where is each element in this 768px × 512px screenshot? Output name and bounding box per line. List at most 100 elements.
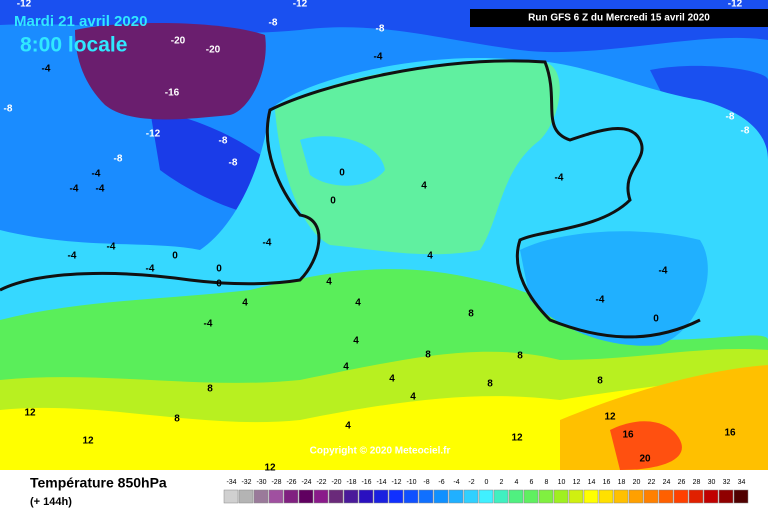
isotherm-label: -4	[70, 184, 79, 195]
isotherm-label: -4	[68, 251, 77, 262]
isotherm-label: 12	[604, 412, 616, 423]
scale-label: 22	[648, 479, 656, 486]
scale-swatch	[493, 489, 509, 504]
scale-swatch	[268, 489, 284, 504]
isotherm-label: -12	[293, 0, 308, 10]
scale-swatch	[388, 489, 404, 504]
isotherm-label: 8	[425, 350, 431, 361]
scale-swatch	[598, 489, 614, 504]
scale-label: -34	[226, 479, 236, 486]
isotherm-label: 0	[330, 196, 336, 207]
scale-swatch	[343, 489, 359, 504]
isotherm-label: -8	[726, 112, 735, 123]
isotherm-label: -20	[171, 36, 186, 47]
isotherm-label: -8	[376, 24, 385, 35]
scale-swatch	[238, 489, 254, 504]
copyright: Copyright © 2020 Meteociel.fr	[310, 446, 451, 457]
isotherm-label: 20	[639, 454, 651, 465]
scale-label: 32	[723, 479, 731, 486]
scale-swatch	[658, 489, 674, 504]
isotherm-label: -4	[107, 242, 116, 253]
isotherm-label: -8	[741, 126, 750, 137]
scale-label: 18	[618, 479, 626, 486]
scale-label: 12	[573, 479, 581, 486]
isotherm-label: 0	[216, 264, 222, 275]
isotherm-label: -4	[96, 184, 105, 195]
scale-label: -20	[331, 479, 341, 486]
isotherm-label: -4	[263, 238, 272, 249]
cool-pocket	[300, 136, 385, 186]
scale-label: 14	[588, 479, 596, 486]
scale-swatch	[403, 489, 419, 504]
forecast-date: Mardi 21 avril 2020	[14, 13, 147, 30]
run-box	[470, 9, 768, 27]
isotherm-label: 0	[216, 279, 222, 290]
isotherm-label: -16	[165, 88, 180, 99]
scale-label: 6	[530, 479, 534, 486]
scale-label: -26	[286, 479, 296, 486]
hot-zone	[610, 421, 682, 470]
scale-label: -32	[241, 479, 251, 486]
isotherm-label: -4	[555, 173, 564, 184]
scale-label: -14	[376, 479, 386, 486]
scale-swatch	[283, 489, 299, 504]
scale-swatch	[583, 489, 599, 504]
isotherm-label: 8	[207, 384, 213, 395]
scale-label: 30	[708, 479, 716, 486]
isotherm-label: -8	[269, 18, 278, 29]
isotherm-label: 4	[421, 181, 427, 192]
isotherm-label: -8	[114, 154, 123, 165]
isotherm-label: 4	[353, 336, 359, 347]
isotherm-label: 8	[597, 376, 603, 387]
scale-label: 26	[678, 479, 686, 486]
scale-swatch	[523, 489, 539, 504]
scale-swatch	[253, 489, 269, 504]
run-info: Run GFS 6 Z du Mercredi 15 avril 2020	[528, 13, 710, 24]
isotherm-label: 12	[264, 463, 276, 474]
isotherm-label: 4	[410, 392, 416, 403]
scale-swatch	[328, 489, 344, 504]
isotherm-label: -4	[204, 319, 213, 330]
scale-swatch	[433, 489, 449, 504]
isotherm-label: 16	[724, 428, 736, 439]
scale-label: 24	[663, 479, 671, 486]
isotherm-label: 8	[517, 351, 523, 362]
isotherm-label: 8	[468, 309, 474, 320]
scale-swatch	[538, 489, 554, 504]
scale-swatch	[643, 489, 659, 504]
scale-swatch	[508, 489, 524, 504]
scale-label: 10	[558, 479, 566, 486]
isotherm-label: 4	[345, 421, 351, 432]
isotherm-label: 8	[487, 379, 493, 390]
isotherm-label: 12	[82, 436, 94, 447]
scale-swatch	[223, 489, 239, 504]
legend-subtitle: (+ 144h)	[30, 496, 72, 508]
scale-label: -10	[406, 479, 416, 486]
orange-zone	[560, 365, 768, 470]
scale-swatch	[688, 489, 704, 504]
isotherm-label: 4	[343, 362, 349, 373]
isotherm-label: 12	[24, 408, 36, 419]
scale-label: -24	[301, 479, 311, 486]
scale-label: -16	[361, 479, 371, 486]
scale-swatch	[718, 489, 734, 504]
scale-swatch	[613, 489, 629, 504]
scale-swatch	[418, 489, 434, 504]
isotherm-label: -8	[219, 136, 228, 147]
isotherm-label: 12	[511, 433, 523, 444]
scale-swatch	[313, 489, 329, 504]
scale-label: 28	[693, 479, 701, 486]
isotherm-label: -12	[146, 129, 161, 140]
scale-swatch	[298, 489, 314, 504]
isotherm-label: 4	[242, 298, 248, 309]
isotherm-label: -12	[17, 0, 32, 10]
isotherm-label: 8	[174, 414, 180, 425]
scale-label: -22	[316, 479, 326, 486]
isotherm-label: 0	[339, 168, 345, 179]
scale-swatch	[673, 489, 689, 504]
scale-label: 8	[545, 479, 549, 486]
scale-label: -28	[271, 479, 281, 486]
scale-label: -8	[423, 479, 429, 486]
